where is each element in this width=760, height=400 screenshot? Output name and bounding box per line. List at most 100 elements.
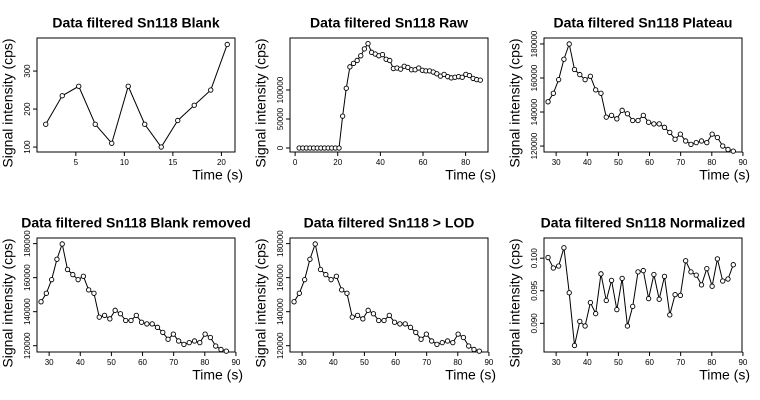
point	[582, 323, 588, 329]
point	[444, 338, 451, 344]
x-tick-label: 40	[376, 158, 385, 167]
panel-title: Data filtered Sn118 Blank	[52, 15, 220, 31]
point	[577, 318, 583, 325]
panel-title: Data filtered Sn118 Blank removed	[21, 215, 251, 231]
y-tick-label: 120000	[530, 132, 539, 159]
point	[328, 277, 334, 283]
point	[423, 331, 430, 337]
point	[413, 329, 419, 336]
point	[466, 72, 473, 79]
point	[730, 262, 736, 268]
point	[561, 56, 567, 62]
point	[704, 265, 710, 272]
point	[651, 121, 657, 127]
point	[418, 336, 424, 342]
point	[566, 290, 572, 296]
x-axis-label: Time (s)	[699, 167, 750, 183]
point	[645, 119, 652, 125]
panel: Data filtered Sn118 > LOD 30 40 50 60 70 80 90 1…	[253, 215, 496, 383]
point	[123, 317, 129, 324]
x-tick-label: 60	[138, 358, 147, 367]
point	[683, 138, 689, 144]
point	[354, 312, 361, 319]
x-tick-label: 50	[360, 358, 369, 367]
point	[693, 272, 699, 278]
point	[92, 121, 98, 127]
point	[333, 273, 340, 279]
x-tick-label: 80	[707, 158, 716, 167]
point	[379, 51, 386, 58]
plot-frame	[543, 37, 743, 153]
point	[598, 90, 604, 96]
x-tick-label: 50	[107, 358, 116, 367]
point	[170, 331, 177, 337]
y-tick-label: 180000	[23, 230, 32, 257]
y-axis-label: Signal intensity (cps)	[0, 238, 16, 367]
point	[725, 146, 731, 153]
x-tick-label: 30	[552, 358, 561, 367]
point	[455, 331, 461, 337]
point	[672, 136, 678, 142]
panel: Data filtered Sn118 Plateau 30 40 50 60 70 80 9…	[507, 15, 750, 183]
x-tick-label: 30	[298, 358, 307, 367]
point	[614, 307, 620, 313]
x-tick-label: 80	[461, 158, 470, 167]
point	[667, 312, 673, 318]
point	[365, 40, 371, 47]
x-tick-label: 20	[217, 158, 226, 167]
point	[202, 331, 208, 337]
point	[593, 87, 599, 93]
x-tick-label: 70	[676, 358, 685, 367]
point	[640, 112, 646, 119]
x-tick-label: 40	[583, 158, 592, 167]
x-tick-label: 40	[329, 358, 338, 367]
point	[38, 299, 44, 305]
y-tick-label: 180000	[276, 230, 285, 257]
y-tick-label: 160000	[276, 264, 285, 291]
point	[397, 321, 403, 327]
point	[683, 258, 689, 264]
point	[550, 265, 556, 271]
point	[407, 324, 414, 330]
point	[459, 74, 465, 80]
line	[45, 44, 228, 148]
plot-frame	[36, 37, 236, 153]
point	[704, 139, 710, 146]
panel: Data filtered Sn118 Normalized 30 40 50 60 70…	[507, 215, 750, 383]
y-axis-label: Signal intensity (cps)	[507, 238, 523, 367]
point	[555, 77, 562, 83]
x-tick-label: 30	[552, 158, 561, 167]
point	[291, 299, 297, 305]
y-tick-label: 50000	[276, 107, 285, 130]
point	[434, 71, 440, 77]
point	[181, 341, 187, 347]
point	[571, 66, 578, 73]
point	[154, 324, 161, 330]
point	[630, 303, 636, 310]
point	[693, 139, 699, 146]
point	[197, 339, 203, 346]
point	[603, 297, 609, 304]
point	[698, 138, 705, 144]
point	[76, 83, 82, 89]
point	[672, 292, 678, 298]
point	[429, 338, 435, 344]
point	[577, 71, 583, 78]
point	[608, 277, 615, 283]
point	[624, 323, 631, 329]
y-axis-label: Signal intensity (cps)	[0, 38, 16, 167]
point	[635, 117, 641, 124]
point	[434, 341, 440, 347]
point	[709, 283, 715, 289]
x-tick-label: 40	[583, 358, 592, 367]
x-tick-label: 90	[484, 358, 493, 367]
point	[582, 77, 588, 83]
x-axis-label: Time (s)	[445, 367, 496, 383]
point	[349, 314, 355, 320]
y-tick-label: 300	[23, 64, 32, 78]
point	[117, 311, 124, 317]
point	[48, 277, 55, 283]
y-tick-label: 100	[23, 140, 32, 154]
point	[361, 46, 368, 52]
